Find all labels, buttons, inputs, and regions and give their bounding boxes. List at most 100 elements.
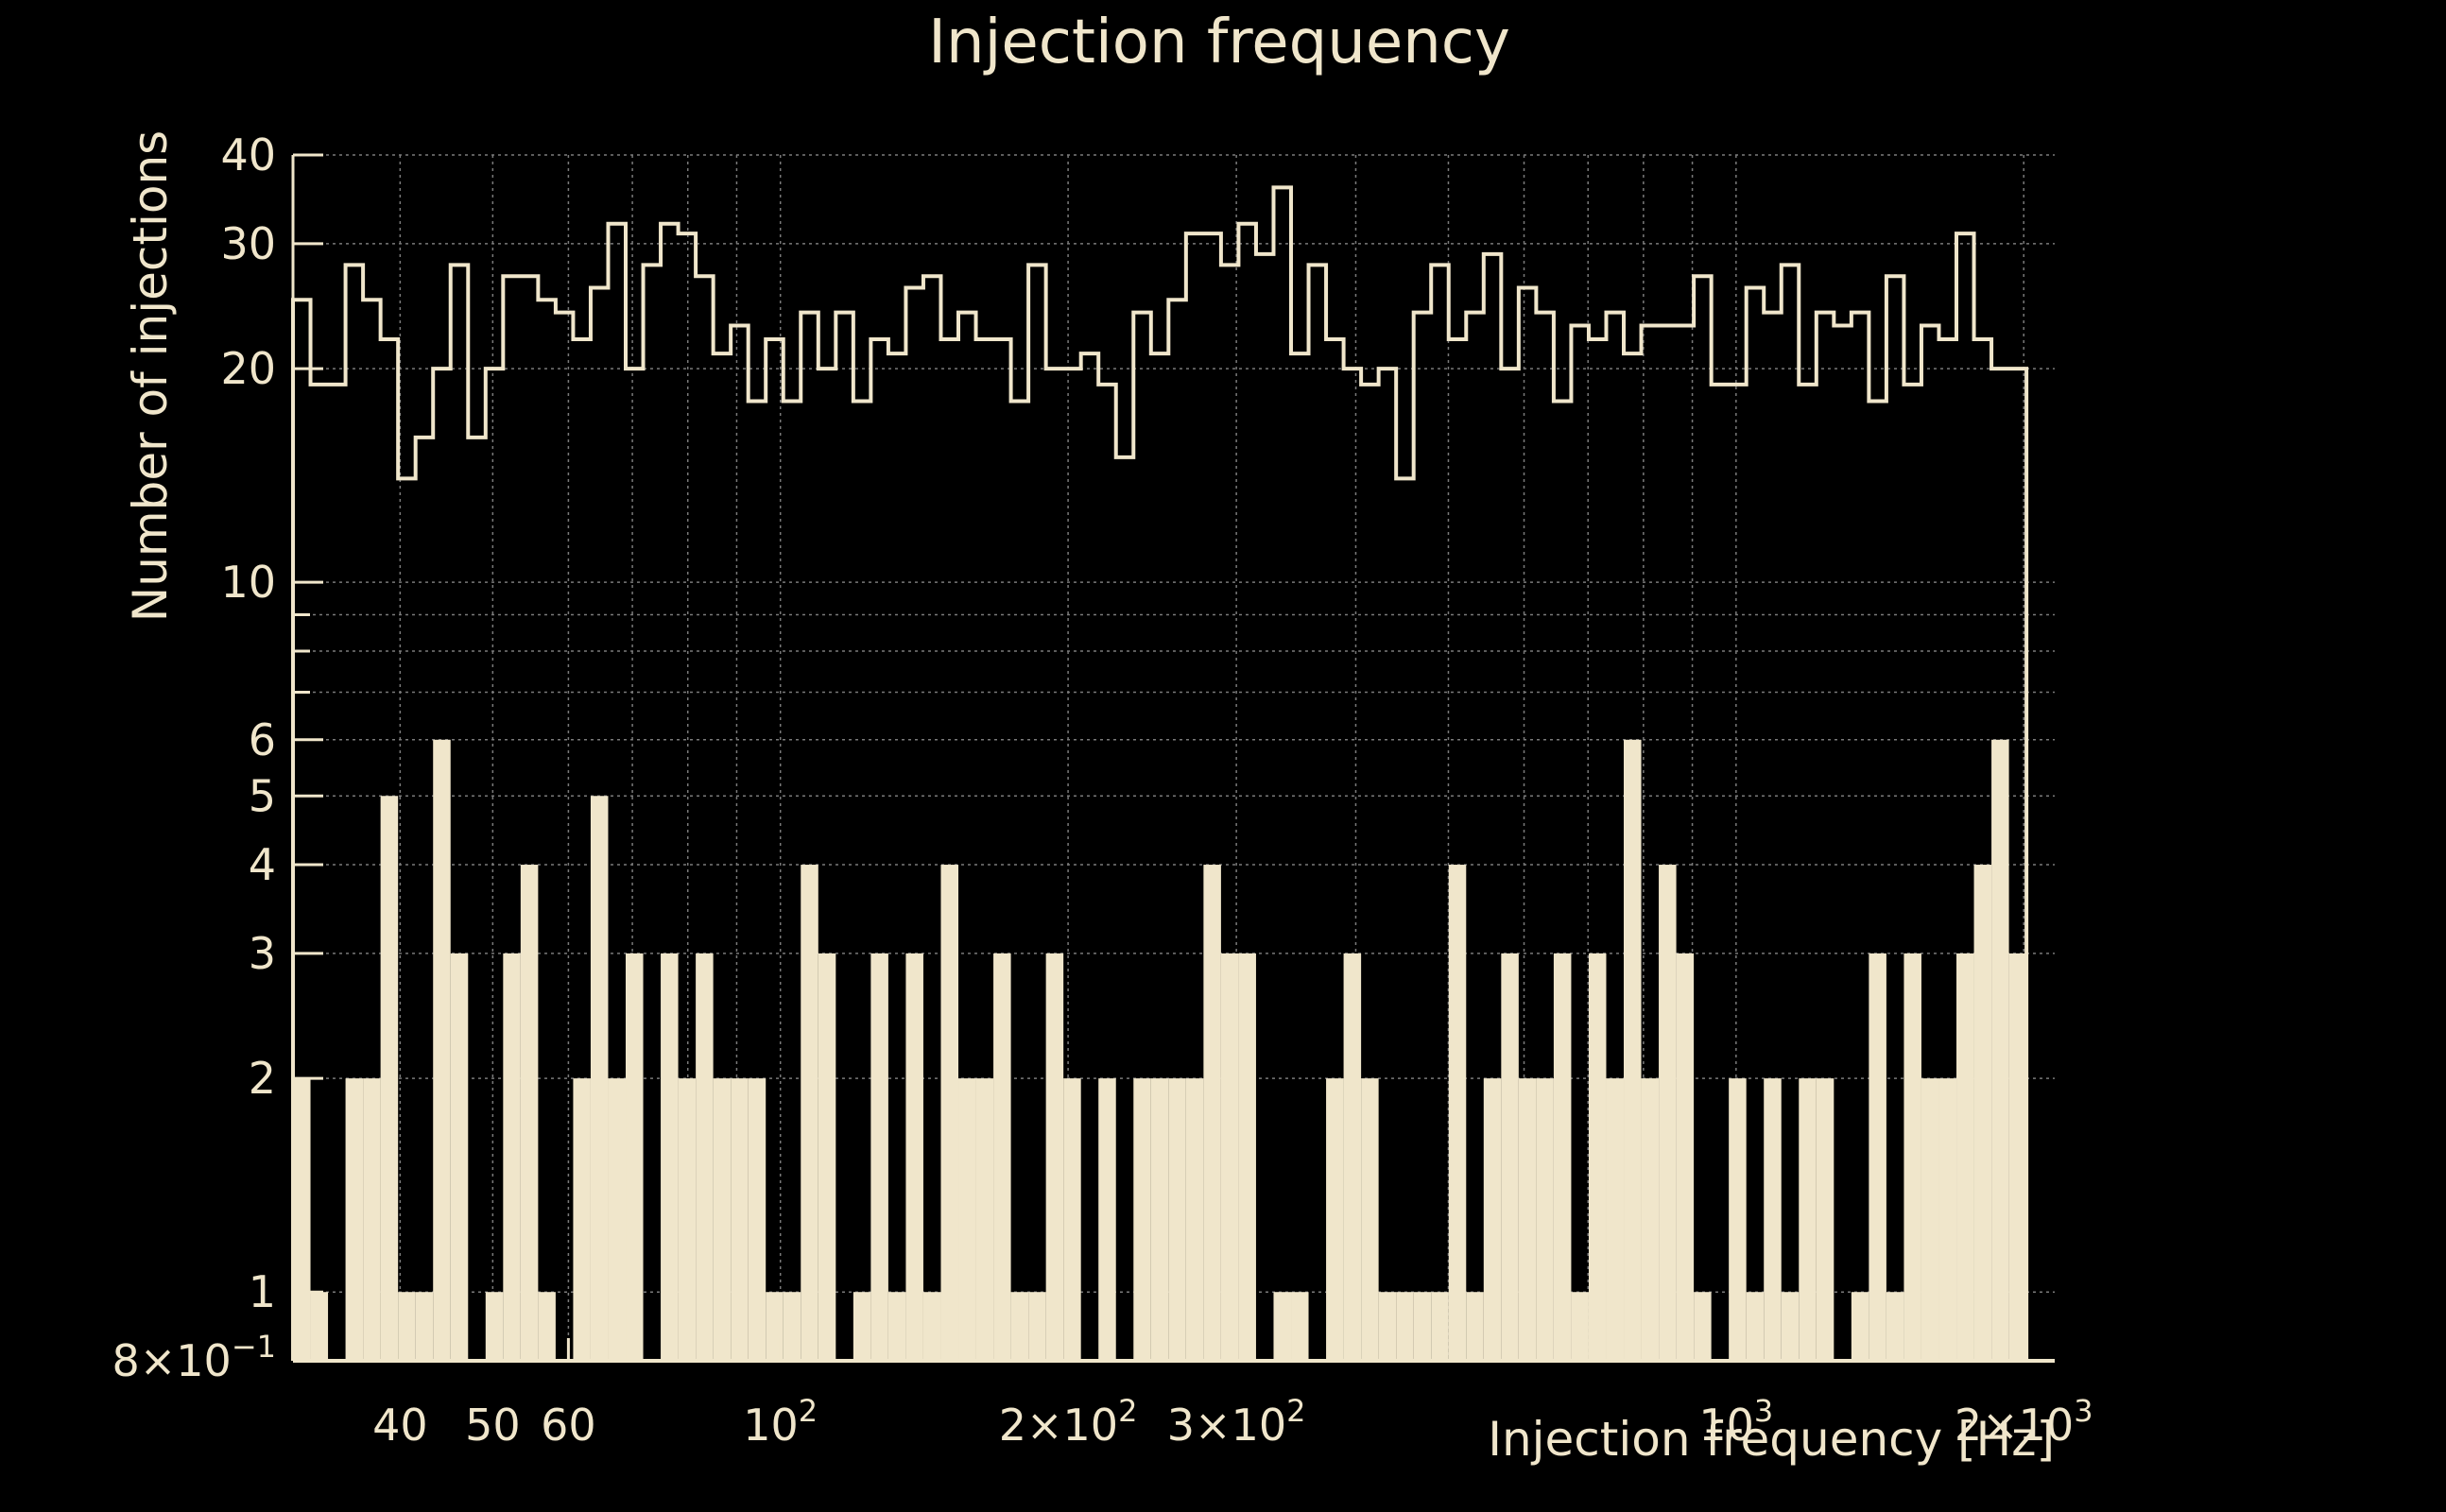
x-tick-label: 50 [465, 1400, 521, 1451]
filled-bar [1098, 1078, 1116, 1361]
filled-bar [1501, 953, 1519, 1361]
step-histogram-line [291, 185, 2044, 1363]
filled-bar [2008, 953, 2027, 1361]
filled-bar [1483, 1078, 1502, 1361]
filled-bar [922, 1292, 941, 1361]
filled-bar [1518, 1078, 1537, 1361]
filled-bar [1764, 1078, 1782, 1361]
filled-bar [1028, 1292, 1046, 1361]
filled-bar [1063, 1078, 1081, 1361]
y-tick-label: 40 [220, 129, 276, 180]
filled-bar [1396, 1292, 1414, 1361]
filled-bar [1606, 1078, 1625, 1361]
filled-bar [713, 1078, 732, 1361]
y-tick-label: 30 [220, 218, 276, 269]
filled-bar [1624, 739, 1642, 1361]
filled-bar [363, 1078, 381, 1361]
filled-bar [503, 953, 521, 1361]
filled-bar [1571, 1292, 1589, 1361]
filled-bar [1641, 1078, 1660, 1361]
x-tick-label: 2×102 [999, 1393, 1138, 1451]
filled-bar [1659, 865, 1677, 1361]
filled-bar [1886, 1292, 1904, 1361]
filled-bar [1010, 1292, 1029, 1361]
filled-bar [975, 1078, 994, 1361]
filled-bar [1361, 1078, 1379, 1361]
filled-bar [415, 1292, 434, 1361]
filled-bar [1851, 1292, 1869, 1361]
filled-bar [433, 739, 451, 1361]
filled-bar [608, 1078, 627, 1361]
filled-bar [1220, 953, 1239, 1361]
y-tick-label: 1 [249, 1266, 276, 1317]
filled-bar [293, 1078, 311, 1361]
filled-bar [450, 953, 469, 1361]
filled-bar [1045, 953, 1064, 1361]
filled-bar [1973, 865, 1992, 1361]
filled-bar [1781, 1292, 1800, 1361]
filled-bar [940, 865, 959, 1361]
x-tick-label: 60 [541, 1400, 596, 1451]
filled-bar [818, 953, 836, 1361]
filled-bar [485, 1292, 504, 1361]
y-tick-label: 2 [249, 1053, 276, 1104]
filled-bar [696, 953, 714, 1361]
filled-bar [1799, 1078, 1817, 1361]
filled-bar [783, 1292, 801, 1361]
filled-bar [1588, 953, 1607, 1361]
filled-bar [1185, 1078, 1204, 1361]
filled-bar [870, 953, 888, 1361]
filled-bar [905, 953, 923, 1361]
filled-bar [958, 1078, 976, 1361]
filled-bar [1553, 953, 1572, 1361]
y-tick-label: 3 [249, 928, 276, 979]
y-tick-label: 10 [220, 557, 276, 608]
filled-bar [573, 1078, 591, 1361]
filled-bar [678, 1078, 697, 1361]
filled-bar [1676, 953, 1695, 1361]
filled-bar [1291, 1292, 1309, 1361]
filled-bar [1466, 1292, 1484, 1361]
filled-histogram [293, 739, 2027, 1361]
filled-bar [1921, 1078, 1939, 1361]
x-tick-label: 103 [1698, 1393, 1773, 1451]
filled-bar [1133, 1078, 1151, 1361]
filled-bar [345, 1078, 364, 1361]
axes [291, 153, 2055, 1363]
filled-bar [1746, 1292, 1765, 1361]
filled-bar [520, 865, 539, 1361]
filled-bar [1413, 1292, 1432, 1361]
filled-bar [1991, 739, 2009, 1361]
grid [293, 154, 2055, 1362]
y-tick-labels: 8×10−1 1 2 3 4 56 10 20 30 40 [112, 129, 276, 1386]
x-tick-labels: 40 50 60 102 2×102 3×102 103 2×103 [372, 1393, 2093, 1451]
filled-bar [1273, 1292, 1292, 1361]
x-tick-label: 102 [743, 1393, 818, 1451]
filled-bar [748, 1078, 767, 1361]
filled-bar [1694, 1292, 1712, 1361]
y-axis-label: Number of injections [123, 130, 178, 622]
filled-bar [801, 865, 818, 1361]
filled-bar [731, 1078, 749, 1361]
filled-bar [1326, 1078, 1344, 1361]
y-tick-label: 20 [220, 343, 276, 394]
y-tick-label: 5 [249, 770, 276, 821]
filled-bar [1343, 953, 1362, 1361]
y-tick-label: 4 [249, 839, 276, 890]
filled-bar [1203, 865, 1221, 1361]
y-tick-label: 6 [249, 714, 276, 765]
x-tick-label: 40 [372, 1400, 428, 1451]
filled-bar [766, 1292, 784, 1361]
filled-bar [1150, 1078, 1169, 1361]
filled-bar [887, 1292, 906, 1361]
chart-title: Injection frequency [928, 8, 1510, 77]
filled-bar [1168, 1078, 1186, 1361]
filled-bar [661, 953, 679, 1361]
filled-bar [398, 1292, 416, 1361]
y-tick-label: 8×10−1 [112, 1329, 276, 1386]
x-tick-label: 2×103 [1955, 1393, 2093, 1451]
filled-bar [1938, 1078, 1957, 1361]
filled-bar [993, 953, 1011, 1361]
filled-bar [1448, 865, 1467, 1361]
